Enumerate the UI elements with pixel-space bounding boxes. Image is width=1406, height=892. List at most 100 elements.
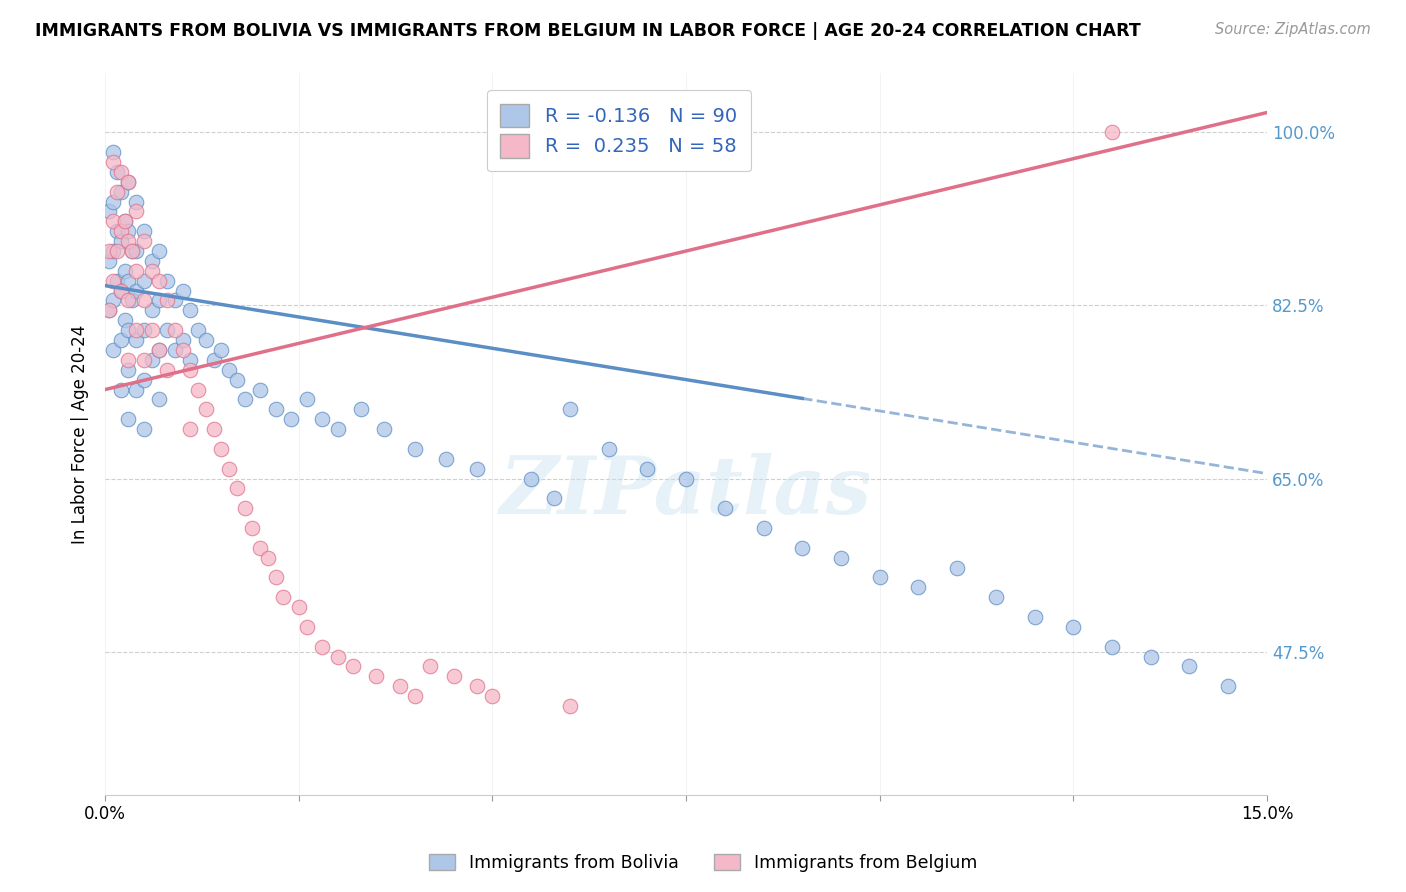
Point xyxy=(187,323,209,337)
Legend: Immigrants from Bolivia, Immigrants from Belgium: Immigrants from Bolivia, Immigrants from… xyxy=(422,847,984,879)
Point xyxy=(141,264,163,278)
Point xyxy=(132,274,155,288)
Text: ZIPatlas: ZIPatlas xyxy=(501,453,872,531)
Point xyxy=(675,471,697,485)
Point xyxy=(101,214,124,228)
Point xyxy=(273,591,295,605)
Point xyxy=(114,313,136,327)
Point xyxy=(117,412,139,426)
Point xyxy=(326,649,349,664)
Point xyxy=(110,165,132,179)
Point xyxy=(125,284,148,298)
Point xyxy=(984,591,1007,605)
Point xyxy=(117,175,139,189)
Point xyxy=(117,323,139,337)
Point xyxy=(117,362,139,376)
Point xyxy=(249,541,271,555)
Point xyxy=(280,412,302,426)
Point xyxy=(1139,649,1161,664)
Point xyxy=(117,175,139,189)
Point xyxy=(288,600,311,615)
Point xyxy=(156,362,179,376)
Point xyxy=(101,194,124,209)
Point xyxy=(543,491,565,506)
Point xyxy=(264,570,287,584)
Point xyxy=(132,323,155,337)
Point xyxy=(233,501,256,516)
Point xyxy=(163,323,186,337)
Point xyxy=(156,323,179,337)
Point xyxy=(233,392,256,407)
Point xyxy=(105,224,128,238)
Point xyxy=(295,620,318,634)
Point xyxy=(121,293,143,308)
Point xyxy=(907,580,929,594)
Point xyxy=(148,343,170,357)
Point xyxy=(558,699,581,714)
Point xyxy=(125,383,148,397)
Point xyxy=(117,293,139,308)
Point xyxy=(101,293,124,308)
Point xyxy=(419,659,441,673)
Point xyxy=(110,383,132,397)
Point xyxy=(110,333,132,347)
Point xyxy=(101,343,124,357)
Point xyxy=(163,343,186,357)
Point xyxy=(179,303,201,318)
Point xyxy=(373,422,395,436)
Point xyxy=(114,214,136,228)
Point xyxy=(132,373,155,387)
Point xyxy=(558,402,581,417)
Point xyxy=(218,362,240,376)
Point xyxy=(110,224,132,238)
Point xyxy=(225,482,247,496)
Point xyxy=(101,155,124,169)
Point xyxy=(156,293,179,308)
Point xyxy=(141,323,163,337)
Point xyxy=(598,442,620,456)
Point xyxy=(121,244,143,258)
Point xyxy=(110,185,132,199)
Point xyxy=(148,293,170,308)
Point xyxy=(105,274,128,288)
Point xyxy=(148,343,170,357)
Point xyxy=(110,284,132,298)
Point xyxy=(179,422,201,436)
Point xyxy=(366,669,388,683)
Point xyxy=(132,224,155,238)
Point xyxy=(481,689,503,703)
Point xyxy=(326,422,349,436)
Point xyxy=(792,541,814,555)
Point xyxy=(1218,679,1240,693)
Point xyxy=(101,145,124,160)
Point xyxy=(295,392,318,407)
Point xyxy=(172,284,194,298)
Point xyxy=(163,293,186,308)
Point xyxy=(465,461,488,475)
Point xyxy=(110,284,132,298)
Y-axis label: In Labor Force | Age 20-24: In Labor Force | Age 20-24 xyxy=(72,325,89,543)
Point xyxy=(194,333,217,347)
Point xyxy=(1101,125,1123,139)
Point xyxy=(110,234,132,248)
Point xyxy=(105,244,128,258)
Point xyxy=(98,254,121,268)
Point xyxy=(172,343,194,357)
Point xyxy=(520,471,543,485)
Point xyxy=(98,303,121,318)
Point xyxy=(830,550,852,565)
Point xyxy=(117,234,139,248)
Point xyxy=(114,214,136,228)
Point xyxy=(117,274,139,288)
Point xyxy=(141,352,163,367)
Point xyxy=(117,352,139,367)
Point xyxy=(946,560,969,574)
Point xyxy=(132,422,155,436)
Point xyxy=(156,274,179,288)
Point xyxy=(101,244,124,258)
Point xyxy=(125,323,148,337)
Point xyxy=(202,422,225,436)
Point xyxy=(404,442,426,456)
Point xyxy=(240,521,263,535)
Point xyxy=(101,274,124,288)
